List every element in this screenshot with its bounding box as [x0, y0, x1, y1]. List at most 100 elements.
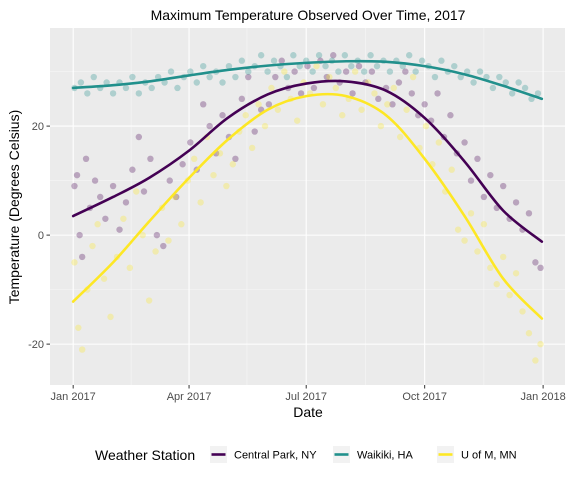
data-point: [351, 68, 359, 75]
data-point: [461, 139, 468, 146]
data-point: [272, 73, 279, 81]
data-point: [84, 90, 91, 97]
data-point: [133, 188, 140, 195]
data-point: [532, 357, 539, 364]
data-point: [135, 133, 143, 141]
data-point: [219, 112, 226, 119]
data-point: [515, 79, 522, 86]
data-point: [274, 106, 282, 113]
data-point: [238, 95, 246, 103]
data-point: [496, 73, 503, 81]
data-point: [103, 79, 110, 86]
data-point: [309, 68, 316, 75]
data-point: [216, 150, 224, 157]
data-point: [161, 79, 168, 86]
data-point: [525, 330, 533, 337]
data-point: [506, 291, 513, 299]
data-point: [448, 166, 455, 173]
data-point: [489, 84, 497, 92]
x-tick-label: Jan 2017: [51, 391, 96, 403]
data-point: [200, 101, 207, 108]
x-tick-label: Jul 2017: [285, 391, 327, 403]
data-point: [223, 182, 230, 190]
data-point: [476, 68, 484, 75]
data-point: [483, 73, 490, 81]
data-point: [153, 231, 161, 239]
x-tick-label: Apr 2017: [167, 391, 212, 403]
data-point: [500, 182, 507, 190]
data-point: [319, 101, 327, 108]
data-point: [373, 62, 381, 70]
data-point: [71, 259, 78, 266]
data-point: [94, 221, 101, 228]
data-point: [165, 237, 172, 244]
data-point: [109, 90, 117, 97]
data-point: [297, 90, 305, 97]
data-point: [265, 101, 273, 108]
data-point: [487, 171, 494, 179]
data-point: [451, 62, 458, 70]
data-point: [528, 95, 535, 103]
data-point: [431, 73, 439, 81]
data-point: [245, 68, 252, 75]
data-point: [148, 84, 155, 92]
data-point: [129, 166, 136, 173]
data-point: [360, 68, 368, 75]
data-point: [122, 199, 130, 206]
data-point: [78, 346, 86, 353]
legend-label: Waikiki, HA: [357, 450, 413, 462]
data-point: [341, 52, 349, 59]
data-point: [178, 221, 185, 228]
data-point: [75, 324, 82, 331]
data-point: [135, 90, 143, 97]
data-point: [412, 68, 419, 75]
data-point: [78, 253, 86, 261]
data-point: [457, 73, 464, 81]
data-point: [384, 101, 391, 108]
data-point: [534, 90, 542, 97]
data-point: [191, 155, 198, 163]
data-point: [248, 144, 256, 152]
data-point: [257, 52, 265, 59]
data-point: [463, 68, 471, 75]
data-point: [304, 62, 311, 70]
data-point: [525, 210, 533, 217]
data-point: [397, 133, 404, 141]
legend-label: U of M, MN: [461, 450, 517, 462]
data-point: [238, 57, 246, 64]
data-point: [200, 62, 207, 70]
data-point: [389, 101, 396, 108]
data-point: [90, 73, 97, 81]
data-point: [335, 68, 342, 75]
data-point: [152, 248, 159, 255]
data-point: [467, 210, 475, 217]
data-point: [261, 122, 269, 130]
data-point: [467, 177, 475, 184]
data-point: [406, 52, 413, 59]
y-tick-label: 20: [32, 121, 44, 133]
trend-line: [71, 79, 544, 243]
data-point: [193, 79, 200, 86]
legend-label: Central Park, NY: [234, 450, 317, 462]
data-point: [512, 199, 520, 206]
data-point: [264, 68, 271, 75]
data-point: [409, 73, 417, 81]
data-point: [210, 171, 217, 179]
data-point: [255, 101, 262, 108]
data-point: [179, 161, 186, 168]
data-point: [107, 313, 114, 321]
data-point: [147, 155, 154, 163]
data-point: [500, 253, 507, 261]
data-point: [474, 248, 481, 255]
data-point: [187, 139, 194, 146]
data-point: [270, 57, 278, 64]
trend-line: [71, 59, 544, 101]
data-point: [461, 237, 468, 244]
data-point: [421, 101, 428, 108]
x-tick-label: Jan 2018: [520, 391, 565, 403]
data-point: [375, 95, 382, 103]
chart-title: Maximum Temperature Observed Over Time, …: [151, 7, 466, 23]
axes: Jan 2017 Apr 2017 Jul 2017 Oct 2017 Jan 2018…: [28, 121, 566, 403]
data-point: [480, 221, 488, 228]
